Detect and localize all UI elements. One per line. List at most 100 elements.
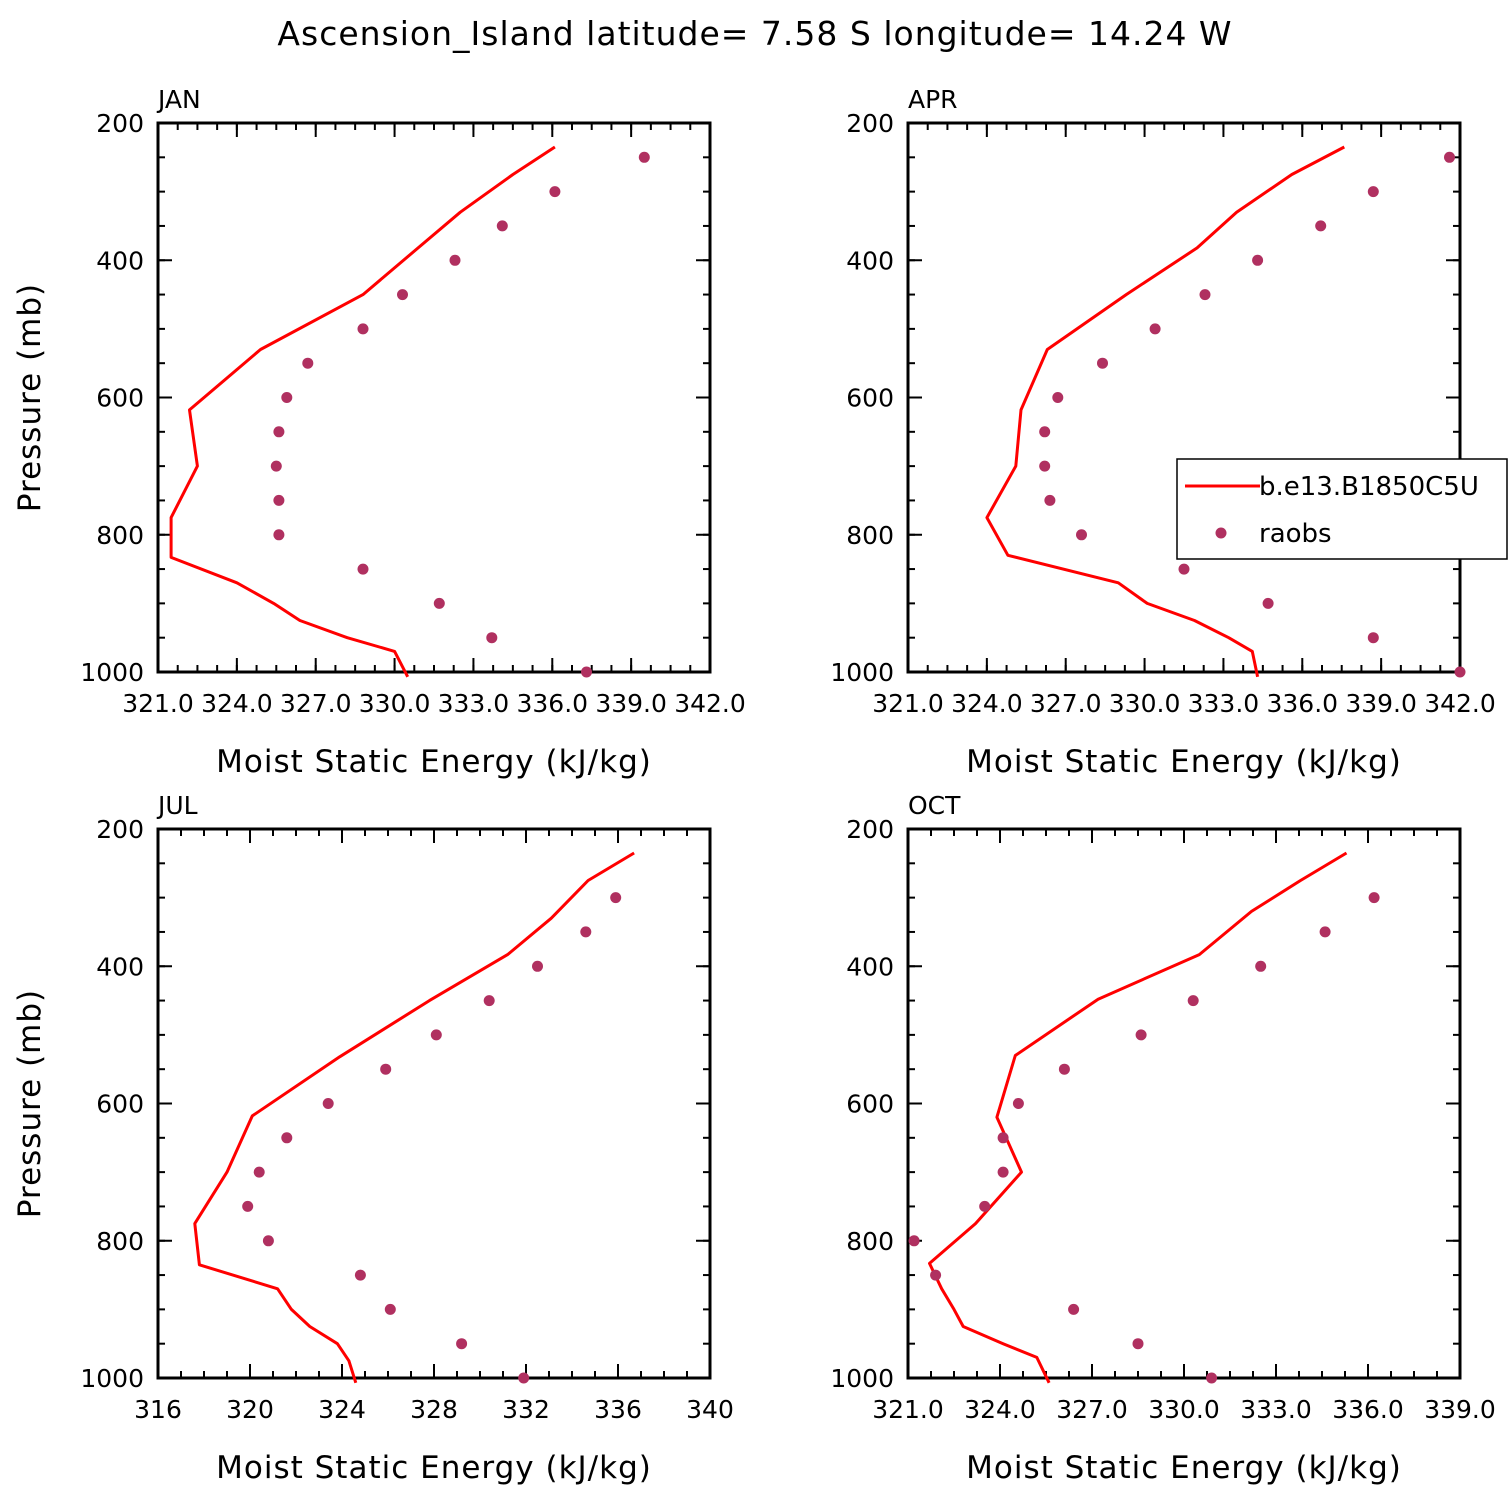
jul-raobs-point (380, 1063, 392, 1075)
jan-raobs-point (273, 494, 285, 506)
jul-raobs-point (518, 1372, 530, 1384)
jan-raobs-point (397, 289, 408, 301)
jan-raobs-point (486, 632, 498, 644)
jul-y-tick-label: 1000 (80, 1364, 144, 1393)
jul-raobs-point (322, 1098, 334, 1109)
legend-box (1176, 458, 1508, 560)
oct-x-tick-label: 336.0 (1332, 1395, 1404, 1424)
jan-panel: JAN 321.0 324.0 327.0 330.0 333.0 336.0 339.0 34… (12, 85, 746, 780)
oct-raobs-point (1319, 926, 1331, 938)
apr-panel: APR 321.0 324.0 327.0 330.0 333.0 336.0 339.0 34… (830, 85, 1495, 780)
oct-raobs-point (1058, 1063, 1070, 1075)
jan-month-label: JAN (156, 85, 201, 114)
oct-model-line (928, 851, 1348, 1384)
apr-x-tick-label: 330.0 (1109, 689, 1181, 718)
oct-axes-frame (906, 827, 1462, 1380)
jan-raobs-point (449, 254, 461, 266)
jan-x-tick-label: 327.0 (280, 689, 352, 718)
oct-month-label: OCT (908, 791, 961, 820)
jul-axes-frame (156, 827, 712, 1380)
apr-raobs-point (1039, 460, 1051, 472)
oct-raobs-point (1206, 1372, 1218, 1384)
apr-x-tick-label: 336.0 (1266, 689, 1338, 718)
jul-raobs-point (281, 1132, 293, 1144)
jul-y-tick-label: 600 (96, 1090, 144, 1119)
jan-x-axis-title: Moist Static Energy (kJ/kg) (216, 744, 652, 780)
apr-x-tick-label: 333.0 (1188, 689, 1260, 718)
oct-y-tick-label: 1000 (830, 1364, 894, 1393)
apr-raobs-point (1262, 597, 1274, 609)
jan-y-tick-label: 600 (96, 384, 144, 413)
apr-raobs-point (1097, 357, 1108, 369)
apr-raobs-point (1315, 220, 1327, 232)
jul-month-label: JUL (156, 791, 198, 820)
jan-y-tick-label: 200 (96, 109, 144, 138)
jul-x-tick-label: 336 (594, 1395, 642, 1424)
oct-raobs-point (1012, 1098, 1024, 1109)
apr-month-label: APR (908, 85, 958, 114)
jan-raobs-point (638, 151, 650, 163)
jul-x-tick-label: 316 (134, 1395, 182, 1424)
apr-x-tick-label: 342.0 (1424, 689, 1496, 718)
apr-x-tick-label: 339.0 (1345, 689, 1417, 718)
oct-x-axis-title: Moist Static Energy (kJ/kg) (966, 1450, 1402, 1486)
oct-raobs-point (997, 1132, 1009, 1144)
oct-raobs-point (997, 1166, 1009, 1178)
apr-axes-frame (906, 121, 1462, 674)
jan-y-axis-title: Pressure (mb) (12, 283, 48, 512)
jan-raobs-point (281, 392, 293, 403)
jul-raobs-point (253, 1166, 265, 1178)
oct-y-tick-label: 200 (846, 815, 894, 844)
oct-x-tick-label: 321.0 (872, 1395, 944, 1424)
jul-panel: JUL 316 320 324 328 332 336 340 200 400 600 800 1000… (12, 791, 734, 1486)
apr-raobs-point (1199, 289, 1211, 301)
oct-panel: OCT 321.0 324.0 327.0 330.0 333.0 336.0 339.0 20… (830, 791, 1495, 1486)
jul-x-tick-label: 340 (686, 1395, 734, 1424)
apr-y-tick-label: 1000 (830, 658, 894, 687)
jan-x-tick-label: 336.0 (516, 689, 588, 718)
jan-raobs-point (357, 563, 369, 575)
apr-x-tick-label: 327.0 (1030, 689, 1102, 718)
apr-raobs-point (1367, 186, 1379, 198)
jul-x-axis-title: Moist Static Energy (kJ/kg) (216, 1450, 652, 1486)
oct-x-tick-label: 330.0 (1148, 1395, 1220, 1424)
jan-raobs-point (496, 220, 508, 232)
oct-raobs-point (1255, 960, 1267, 972)
oct-raobs-point (1187, 995, 1199, 1007)
jul-raobs-point (483, 995, 495, 1007)
oct-x-tick-label: 327.0 (1056, 1395, 1128, 1424)
apr-raobs-point (1178, 563, 1190, 575)
apr-raobs-point (1076, 529, 1087, 541)
oct-raobs-point (1132, 1338, 1144, 1350)
jul-y-axis-title: Pressure (mb) (12, 989, 48, 1218)
jan-raobs-point (357, 323, 369, 335)
jul-y-tick-label: 800 (96, 1227, 144, 1256)
oct-x-tick-label: 324.0 (964, 1395, 1036, 1424)
jul-raobs-point (580, 926, 592, 938)
oct-x-tick-label: 339.0 (1424, 1395, 1496, 1424)
apr-y-tick-label: 200 (846, 109, 894, 138)
apr-raobs-point (1044, 494, 1056, 506)
jul-x-tick-label: 332 (502, 1395, 550, 1424)
jan-raobs-point (302, 357, 314, 369)
jul-raobs-point (242, 1200, 254, 1212)
apr-model-line (985, 145, 1345, 678)
apr-x-axis-title: Moist Static Energy (kJ/kg) (966, 744, 1402, 780)
figure-title: Ascension_Island latitude= 7.58 S longit… (277, 14, 1232, 53)
apr-raobs-point (1039, 426, 1051, 438)
jul-raobs-point (610, 892, 622, 904)
apr-raobs-point (1149, 323, 1161, 335)
jan-x-tick-label: 330.0 (359, 689, 431, 718)
apr-raobs-point (1367, 632, 1379, 644)
jan-model-line (169, 145, 556, 678)
oct-y-tick-label: 600 (846, 1090, 894, 1119)
jan-y-tick-label: 400 (96, 246, 144, 275)
jan-x-tick-label: 333.0 (438, 689, 510, 718)
oct-raobs-point (930, 1269, 942, 1281)
jul-raobs-point (354, 1269, 366, 1281)
jul-y-tick-label: 400 (96, 952, 144, 981)
apr-raobs-point (1454, 666, 1466, 678)
jan-y-tick-label: 1000 (80, 658, 144, 687)
oct-x-tick-label: 333.0 (1240, 1395, 1312, 1424)
